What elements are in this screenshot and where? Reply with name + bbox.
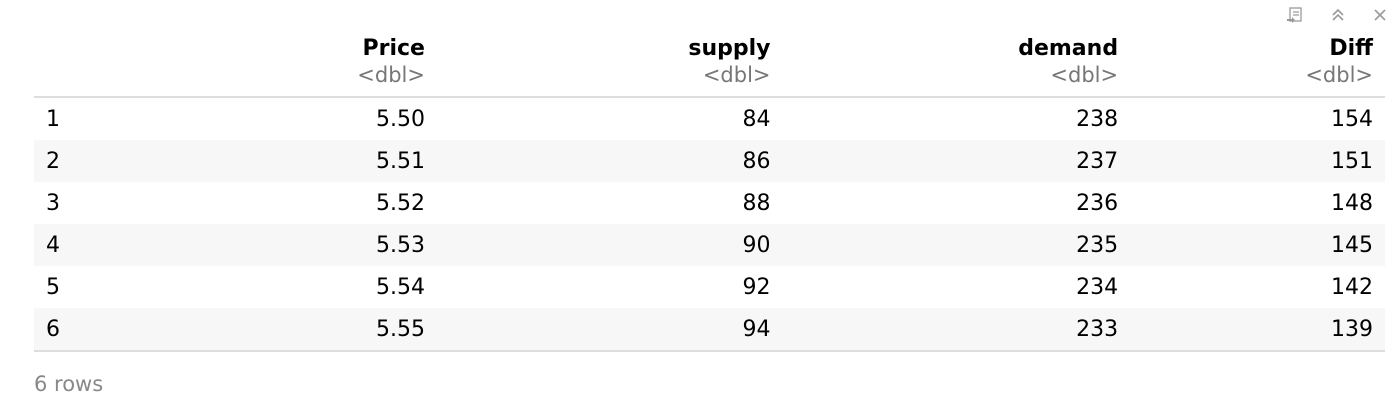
cell-demand: 233 bbox=[782, 308, 1131, 352]
cell-supply: 88 bbox=[742, 190, 771, 216]
column-name: Price bbox=[362, 36, 425, 61]
export-icon[interactable] bbox=[1286, 5, 1306, 25]
row-index: 3 bbox=[46, 190, 60, 216]
index-header bbox=[34, 32, 115, 98]
cell-price: 5.54 bbox=[375, 274, 425, 300]
column-header-diff[interactable]: Diff <dbl> bbox=[1130, 32, 1385, 98]
row-index: 4 bbox=[34, 224, 115, 266]
cell-price: 5.52 bbox=[375, 190, 425, 216]
cell-price: 5.50 bbox=[375, 106, 425, 132]
column-type: <dbl> bbox=[357, 63, 425, 87]
column-type: <dbl> bbox=[702, 63, 771, 87]
row-index: 6 bbox=[34, 308, 115, 352]
column-name: Diff bbox=[1329, 36, 1373, 61]
column-header-price[interactable]: Price <dbl> bbox=[114, 32, 437, 98]
close-icon[interactable] bbox=[1370, 5, 1390, 25]
cell-price: 5.53 bbox=[114, 224, 437, 266]
chunk-toolbar bbox=[1286, 5, 1390, 25]
row-count: 6 rows bbox=[34, 372, 104, 396]
table-header: Price <dbl> supply <dbl> demand <dbl> Di… bbox=[34, 32, 1385, 98]
cell-demand: 237 bbox=[782, 140, 1131, 182]
table-body: 1 5.50 84 238 154 2 5.51 86 237 151 3 5.… bbox=[34, 97, 1385, 352]
cell-price: 5.51 bbox=[114, 140, 437, 182]
row-index: 2 bbox=[34, 140, 115, 182]
cell-demand: 234 bbox=[1076, 274, 1119, 300]
column-name: supply bbox=[688, 36, 771, 61]
cell-supply: 86 bbox=[436, 140, 783, 182]
table-row: 6 5.55 94 233 139 bbox=[34, 308, 1385, 352]
column-header-supply[interactable]: supply <dbl> bbox=[436, 32, 783, 98]
table-row: 5 5.54 92 234 142 bbox=[34, 266, 1385, 308]
cell-diff: 145 bbox=[1130, 224, 1385, 266]
cell-demand: 235 bbox=[782, 224, 1131, 266]
column-type: <dbl> bbox=[1305, 63, 1373, 87]
cell-demand: 236 bbox=[1076, 190, 1119, 216]
table-row: 1 5.50 84 238 154 bbox=[34, 97, 1385, 140]
cell-diff: 151 bbox=[1130, 140, 1385, 182]
cell-diff: 142 bbox=[1331, 274, 1373, 300]
cell-diff: 154 bbox=[1331, 106, 1373, 132]
cell-supply: 90 bbox=[436, 224, 783, 266]
table-row: 4 5.53 90 235 145 bbox=[34, 224, 1385, 266]
cell-supply: 84 bbox=[742, 106, 771, 132]
cell-supply: 92 bbox=[742, 274, 771, 300]
column-type: <dbl> bbox=[1050, 63, 1119, 87]
cell-supply: 94 bbox=[436, 308, 783, 352]
cell-price: 5.55 bbox=[114, 308, 437, 352]
column-header-demand[interactable]: demand <dbl> bbox=[782, 32, 1131, 98]
cell-diff: 139 bbox=[1130, 308, 1385, 352]
collapse-icon[interactable] bbox=[1328, 5, 1348, 25]
table-row: 2 5.51 86 237 151 bbox=[34, 140, 1385, 182]
table-row: 3 5.52 88 236 148 bbox=[34, 182, 1385, 224]
row-index: 1 bbox=[46, 106, 60, 132]
data-table: Price <dbl> supply <dbl> demand <dbl> Di… bbox=[34, 32, 1385, 352]
column-name: demand bbox=[1018, 36, 1119, 61]
cell-demand: 238 bbox=[1076, 106, 1119, 132]
cell-diff: 148 bbox=[1331, 190, 1373, 216]
row-index: 5 bbox=[46, 274, 60, 300]
